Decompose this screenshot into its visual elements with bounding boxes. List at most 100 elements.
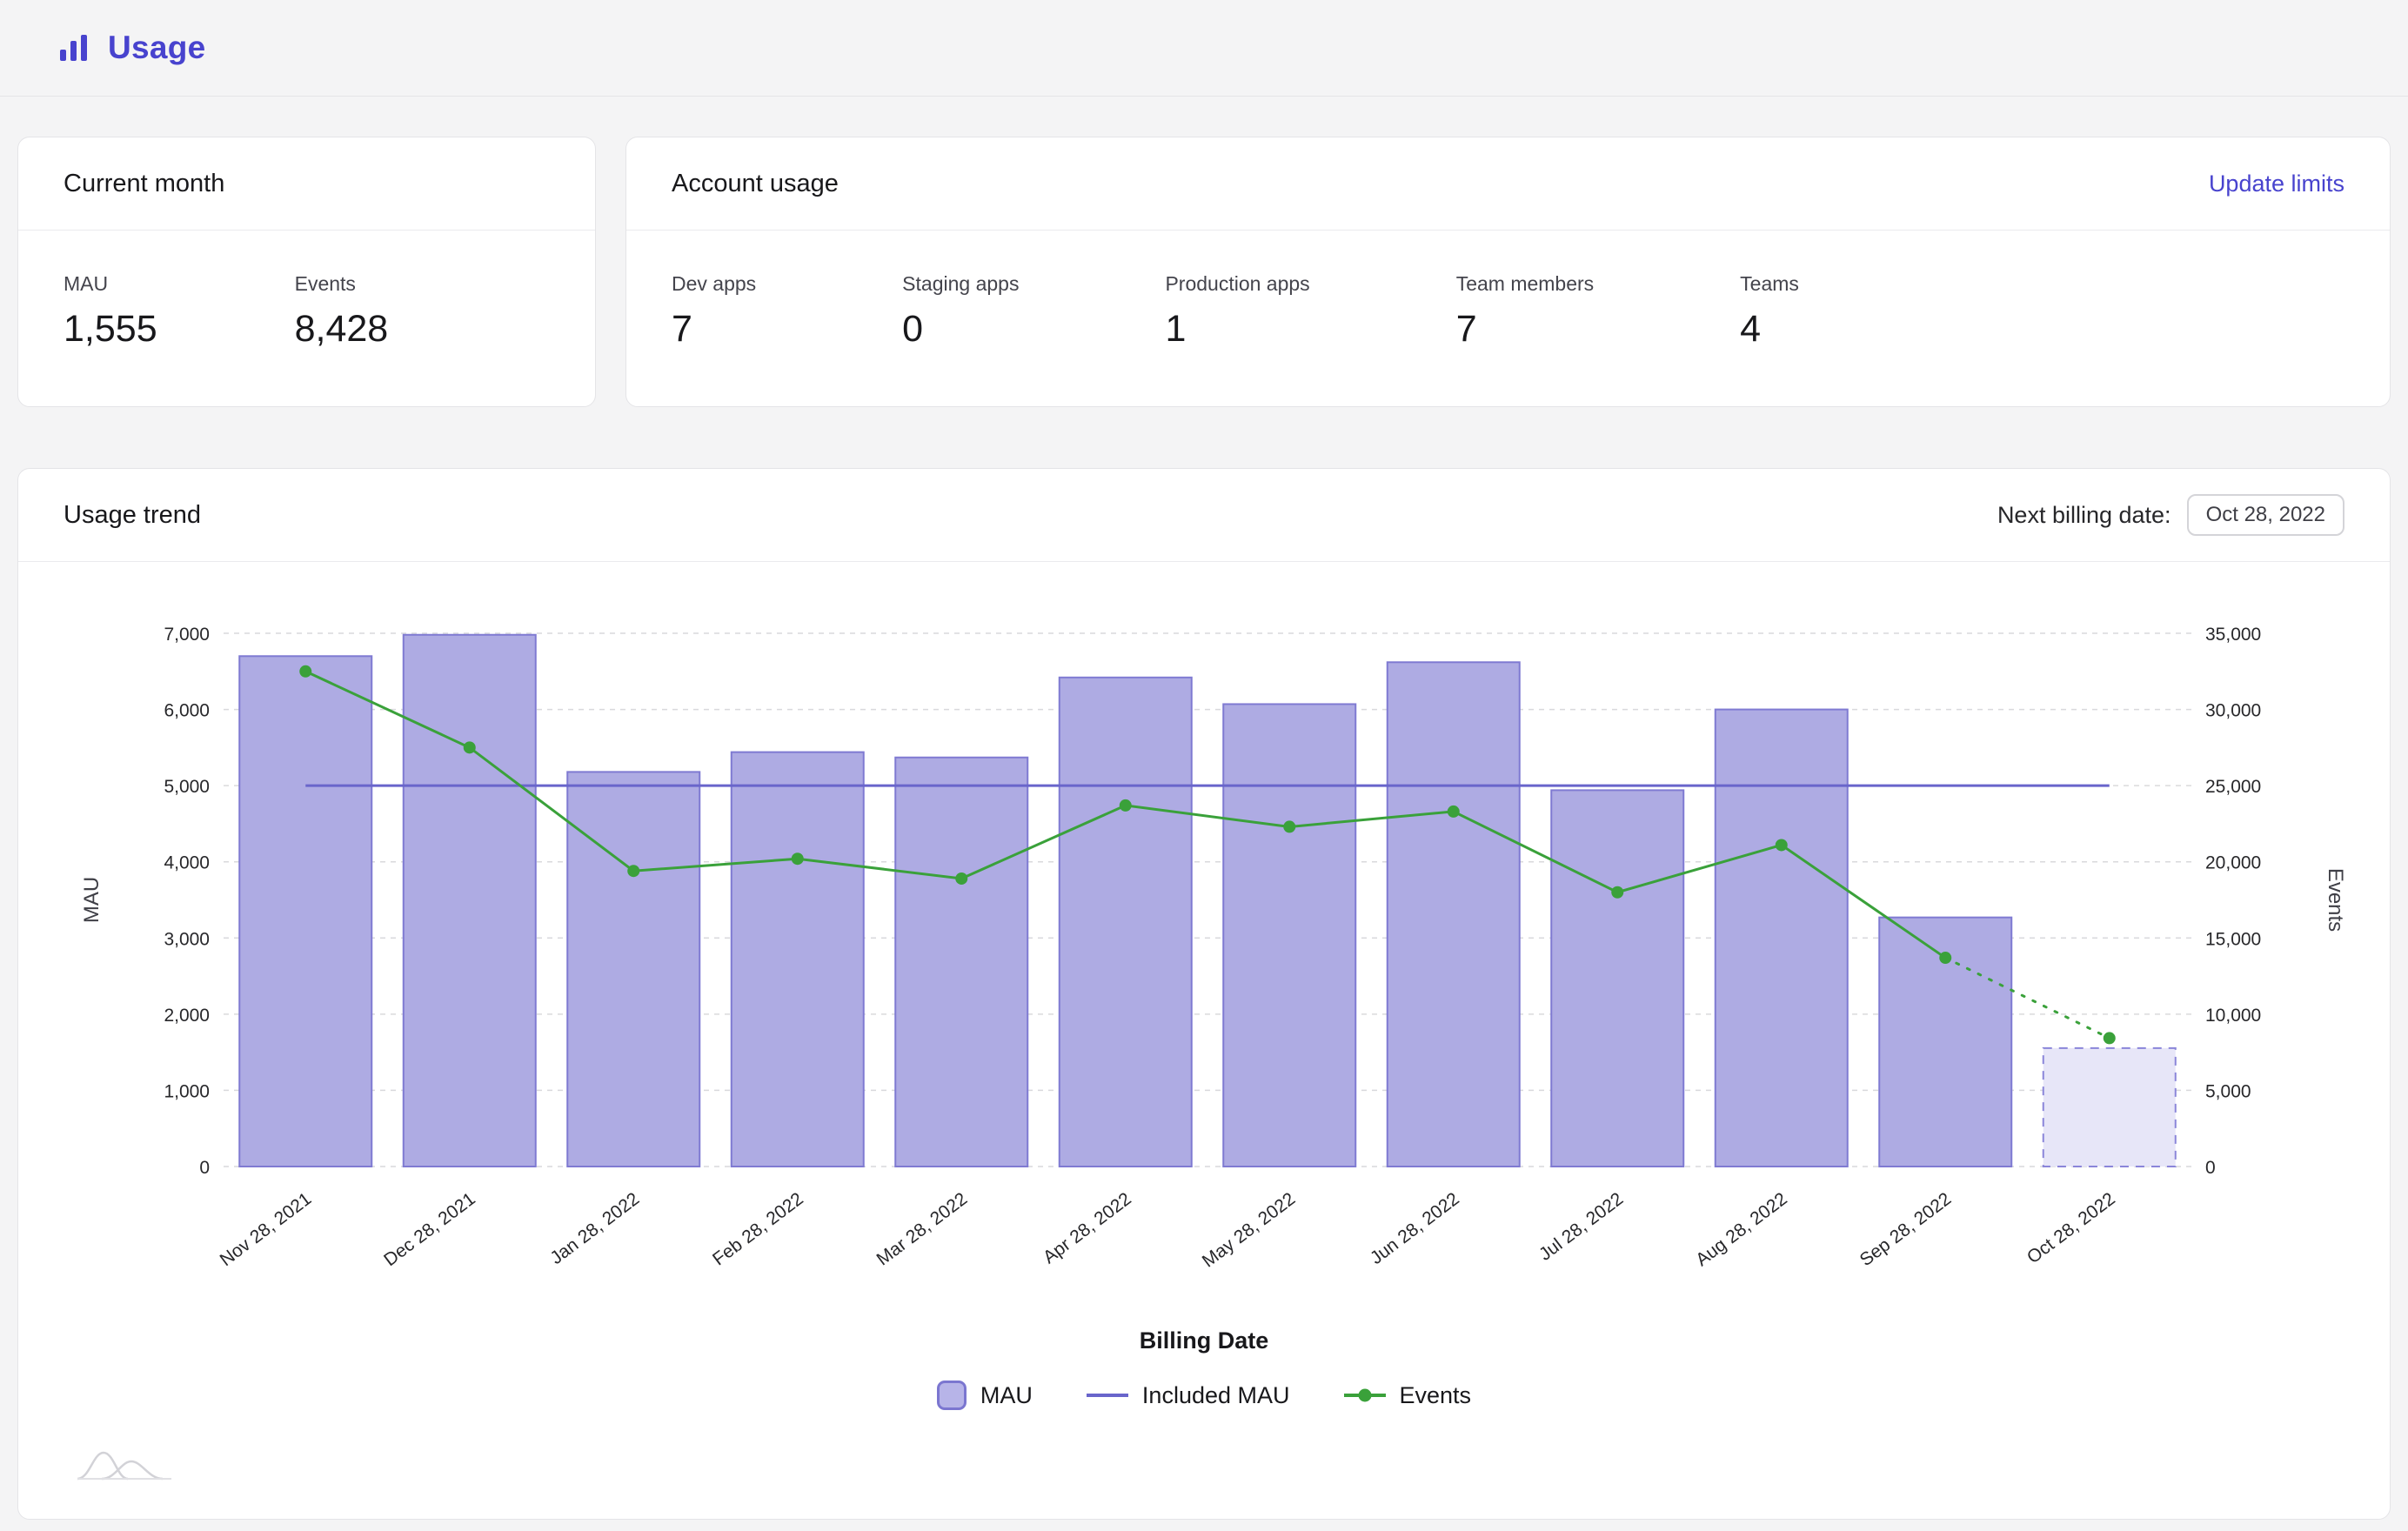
stat-teams: Teams 4 <box>1740 272 1799 351</box>
events-point-Feb 28, 2022[interactable] <box>791 852 804 866</box>
x-axis-tick: May 28, 2022 <box>1199 1189 1299 1272</box>
x-axis-tick: Apr 28, 2022 <box>1040 1189 1135 1268</box>
mau-bar-Jan 28, 2022[interactable] <box>566 771 701 1167</box>
mau-bars <box>238 633 2177 1168</box>
current-month-card-header: Current month <box>18 137 595 231</box>
legend-label: Included MAU <box>1141 1381 1290 1408</box>
stat-team-members: Team members 7 <box>1456 272 1594 351</box>
x-axis-tick: Mar 28, 2022 <box>873 1189 972 1270</box>
events-point-Sep 28, 2022[interactable] <box>1939 952 1952 965</box>
x-axis-tick: Nov 28, 2021 <box>217 1189 316 1271</box>
events-point-Mar 28, 2022[interactable] <box>955 872 968 885</box>
legend-item-mau: MAU <box>936 1381 1033 1410</box>
account-usage-title: Account usage <box>672 169 839 197</box>
usage-trend-chart: 0 1,000 2,000 3,000 4,000 5,000 6,000 7,000 0 5,0… <box>80 625 2347 1272</box>
usage-trend-title: Usage trend <box>64 500 201 529</box>
mau-bar-May 28, 2022[interactable] <box>1222 703 1357 1168</box>
mau-bar-Mar 28, 2022[interactable] <box>894 756 1029 1167</box>
right-axis-tick: 5,000 <box>2205 1081 2251 1101</box>
left-axis-tick: 6,000 <box>164 701 210 721</box>
bar-chart-icon <box>60 35 87 61</box>
x-axis-tick: Aug 28, 2022 <box>1692 1189 1791 1271</box>
stat-value: 8,428 <box>294 308 389 350</box>
left-axis-tick: 3,000 <box>164 929 210 949</box>
events-point-Nov 28, 2021[interactable] <box>299 665 312 678</box>
x-axis-tick: Jun 28, 2022 <box>1367 1189 1463 1268</box>
events-point-May 28, 2022[interactable] <box>1283 820 1296 833</box>
mau-swatch-icon <box>936 1381 967 1410</box>
stat-value: 4 <box>1740 308 1762 350</box>
stat-value: 7 <box>1455 308 1477 350</box>
stat-value: 1 <box>1165 308 1187 350</box>
mau-bar-Jul 28, 2022[interactable] <box>1550 789 1685 1167</box>
current-month-card: Current month MAU 1,555 Events 8,428 <box>17 137 596 407</box>
x-axis-tick: Jan 28, 2022 <box>546 1189 643 1268</box>
current-month-title: Current month <box>64 169 225 197</box>
mau-bar-Dec 28, 2021[interactable] <box>402 633 537 1168</box>
stat-label: Production apps <box>1165 272 1310 295</box>
left-axis-tick: 1,000 <box>164 1081 210 1101</box>
stat-dev-apps: Dev apps 7 <box>672 272 756 351</box>
x-axis-tick: Dec 28, 2021 <box>380 1189 479 1271</box>
left-axis-title: MAU <box>80 877 104 923</box>
page-header: Usage <box>0 0 2408 97</box>
stat-mau: MAU 1,555 <box>64 272 157 351</box>
events-point-Jan 28, 2022[interactable] <box>627 865 640 878</box>
right-axis-tick: 10,000 <box>2205 1006 2261 1026</box>
usage-trend-chart-area: 0 1,000 2,000 3,000 4,000 5,000 6,000 7,000 0 5,0… <box>18 569 2390 1308</box>
events-point-Jul 28, 2022[interactable] <box>1611 886 1624 899</box>
account-usage-stats: Dev apps 7 Staging apps 0 Production app… <box>626 231 2390 351</box>
events-point-Oct 28, 2022[interactable] <box>2103 1032 2116 1045</box>
mau-bar-Apr 28, 2022[interactable] <box>1058 676 1193 1167</box>
usage-trend-card-header: Usage trend Next billing date: Oct 28, 2… <box>18 469 2390 562</box>
mau-bar-Jun 28, 2022[interactable] <box>1386 661 1521 1167</box>
events-point-Jun 28, 2022[interactable] <box>1447 805 1460 818</box>
x-axis-tick: Feb 28, 2022 <box>709 1189 807 1270</box>
legend-item-events: Events <box>1343 1381 1472 1409</box>
stat-label: Staging apps <box>902 272 1020 295</box>
right-axis-tick: 15,000 <box>2205 929 2261 949</box>
stat-value: 1,555 <box>64 308 157 350</box>
stat-label: Events <box>294 272 356 295</box>
events-line-icon <box>1343 1394 1386 1397</box>
legend-label: Events <box>1399 1381 1472 1408</box>
events-point-Aug 28, 2022[interactable] <box>1775 839 1788 852</box>
left-axis-tick: 4,000 <box>164 853 210 873</box>
stat-label: Dev apps <box>672 272 757 295</box>
next-billing-date-badge: Oct 28, 2022 <box>2186 494 2344 536</box>
stat-label: Team members <box>1455 272 1595 295</box>
stat-label: Teams <box>1740 272 1799 295</box>
left-axis-tick: 7,000 <box>164 625 210 645</box>
mau-bar-Feb 28, 2022[interactable] <box>730 751 865 1168</box>
stat-label: MAU <box>64 272 109 295</box>
page-title: Usage <box>108 30 206 65</box>
right-axis-title: Events <box>2324 868 2347 932</box>
mau-bar-Nov 28, 2021[interactable] <box>238 655 373 1168</box>
account-usage-card: Account usage Update limits Dev apps 7 S… <box>625 137 2391 407</box>
chart-legend: MAU Included MAU Events <box>18 1381 2390 1410</box>
next-billing-date: Next billing date: Oct 28, 2022 <box>1997 494 2344 536</box>
stat-staging-apps: Staging apps 0 <box>902 272 1019 351</box>
x-axis-title: Billing Date <box>1139 1327 1269 1354</box>
x-axis-tick: Sep 28, 2022 <box>1856 1189 1956 1271</box>
right-axis-tick: 30,000 <box>2205 701 2261 721</box>
x-axis-tick: Oct 28, 2022 <box>2023 1189 2119 1268</box>
usage-trend-card: Usage trend Next billing date: Oct 28, 2… <box>17 468 2391 1520</box>
left-axis-tick: 0 <box>199 1158 210 1178</box>
current-month-stats: MAU 1,555 Events 8,428 <box>18 231 595 351</box>
mau-bar-Aug 28, 2022[interactable] <box>1714 708 1849 1168</box>
stat-production-apps: Production apps 1 <box>1165 272 1309 351</box>
account-usage-card-header: Account usage Update limits <box>626 137 2390 231</box>
right-axis-tick: 25,000 <box>2205 777 2261 797</box>
x-axis-tick: Jul 28, 2022 <box>1535 1189 1627 1265</box>
right-axis-tick: 20,000 <box>2205 853 2261 873</box>
events-point-Dec 28, 2021[interactable] <box>463 741 476 754</box>
events-point-Apr 28, 2022[interactable] <box>1119 799 1132 812</box>
update-limits-link[interactable]: Update limits <box>2208 170 2344 197</box>
included-mau-line-icon <box>1086 1394 1128 1397</box>
mau-bar-Oct 28, 2022[interactable] <box>2042 1046 2177 1167</box>
legend-item-included-mau: Included MAU <box>1086 1381 1290 1409</box>
left-axis-tick: 2,000 <box>164 1006 210 1026</box>
next-billing-date-label: Next billing date: <box>1997 501 2171 528</box>
right-axis-tick: 0 <box>2205 1158 2216 1178</box>
